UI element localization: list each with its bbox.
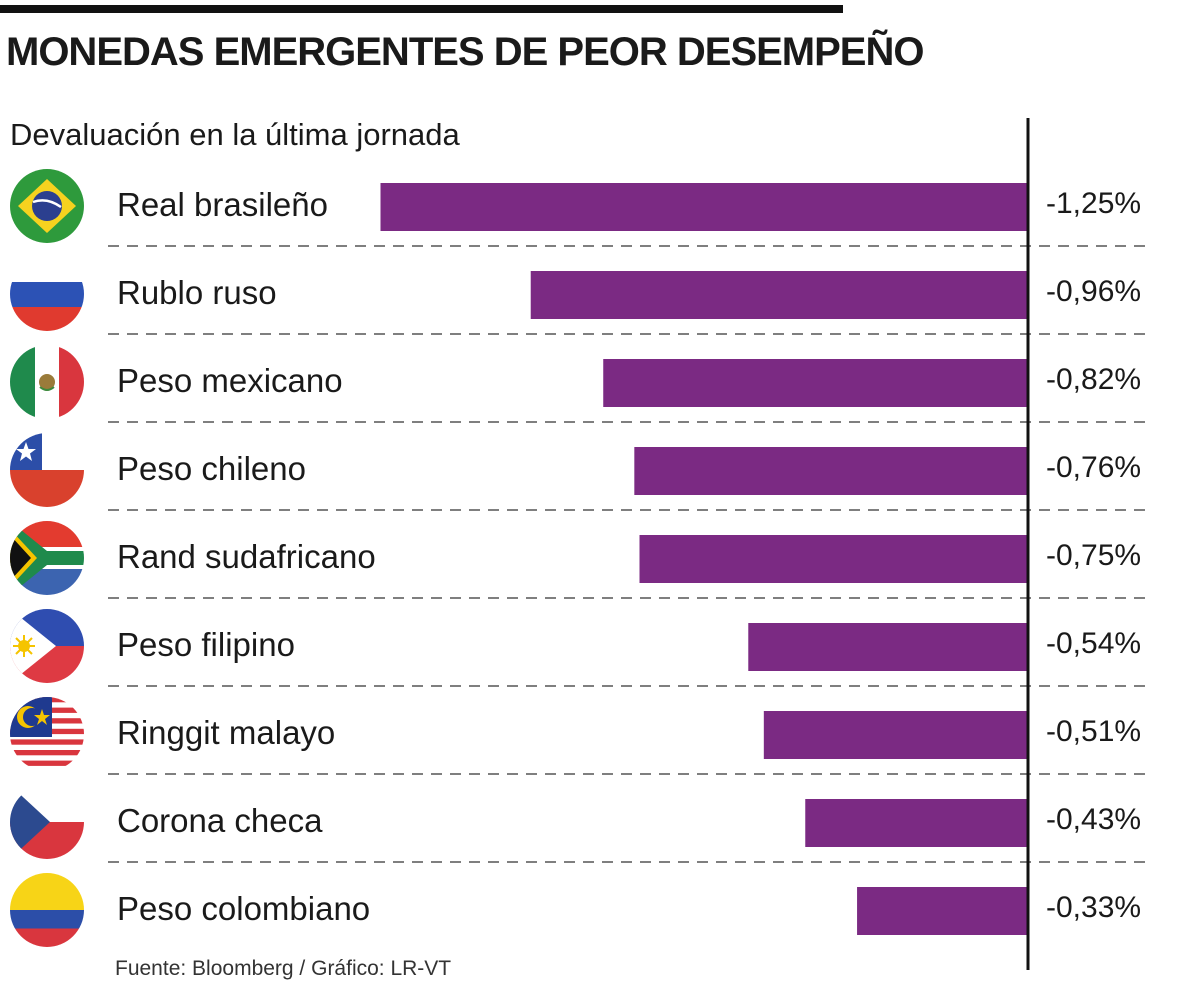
category-label: Rublo ruso (117, 274, 277, 311)
value-label: -0,75% (1046, 539, 1142, 572)
source-note: Fuente: Bloomberg / Gráfico: LR-VT (115, 957, 452, 980)
czech-flag-icon (10, 785, 84, 859)
russia-flag-icon (10, 257, 84, 331)
bar-peso-chileno (634, 447, 1028, 495)
mexico-flag-icon (10, 345, 84, 419)
top-rule (0, 5, 843, 13)
value-label: -0,33% (1046, 891, 1142, 924)
value-label: -0,82% (1046, 363, 1142, 396)
value-label: -0,96% (1046, 275, 1142, 308)
category-label: Peso mexicano (117, 362, 343, 399)
category-label: Peso colombiano (117, 890, 371, 927)
bar-peso-colombiano (857, 887, 1028, 935)
chile-flag-icon (10, 433, 84, 507)
value-label: -0,51% (1046, 715, 1142, 748)
colombia-flag-icon (10, 873, 84, 947)
category-label: Rand sudafricano (117, 538, 376, 575)
value-label: -0,54% (1046, 627, 1142, 660)
philippines-flag-icon (10, 609, 84, 683)
bar-peso-filipino (748, 623, 1028, 671)
value-label: -1,25% (1046, 187, 1142, 220)
malaysia-flag-icon (10, 697, 84, 771)
bar-rublo-ruso (530, 271, 1028, 319)
category-label: Peso filipino (117, 626, 295, 663)
bar-peso-mexicano (603, 359, 1028, 407)
category-label: Peso chileno (117, 450, 306, 487)
bar-ringgit-malayo (763, 711, 1028, 759)
value-label: -0,43% (1046, 803, 1142, 836)
bar-corona-checa (805, 799, 1028, 847)
brazil-flag-icon (10, 169, 84, 243)
category-label: Ringgit malayo (117, 714, 336, 751)
chart-subtitle: Devaluación en la última jornada (10, 117, 460, 152)
category-label: Real brasileño (117, 186, 328, 223)
south-africa-flag-icon (10, 521, 84, 595)
value-label: -0,76% (1046, 451, 1142, 484)
bar-real-brasileño (380, 183, 1028, 231)
bar-rand-sudafricano (639, 535, 1028, 583)
chart-title: MONEDAS EMERGENTES DE PEOR DESEMPEÑO (6, 30, 924, 74)
category-label: Corona checa (117, 802, 323, 839)
